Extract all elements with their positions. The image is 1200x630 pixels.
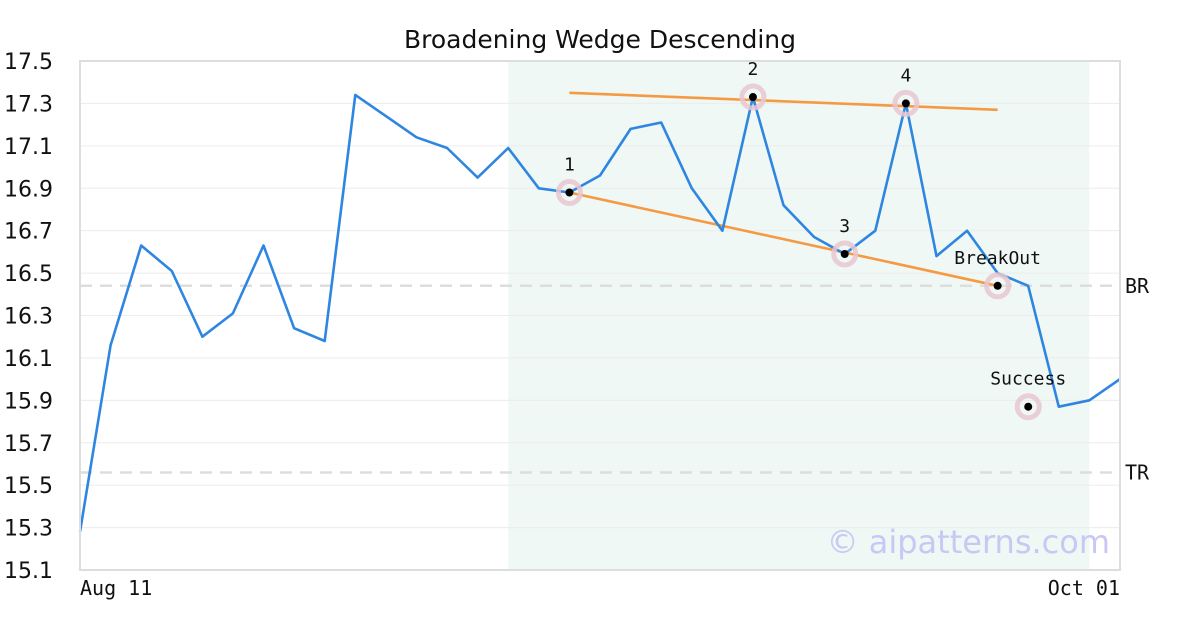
pivot-ring-success <box>1014 393 1042 421</box>
y-tick-label: 15.7 <box>4 432 53 457</box>
y-tick-label: 16.9 <box>4 177 53 202</box>
pivot-dot-2 <box>748 93 757 102</box>
pivot-label-1: 1 <box>564 154 575 175</box>
y-tick-label: 15.1 <box>4 559 53 584</box>
watermark-text: © aipatterns.com <box>827 523 1110 561</box>
x-tick-label: Oct 01 <box>1048 576 1120 600</box>
pivot-label-breakout: BreakOut <box>954 248 1041 269</box>
price-series-line <box>78 93 1121 533</box>
y-tick-label: 15.3 <box>4 517 53 542</box>
trendlines <box>569 91 998 288</box>
y-tick-label: 16.1 <box>4 347 53 372</box>
plot-frame <box>79 60 1121 571</box>
pivot-dot-success <box>1024 402 1033 411</box>
y-tick-label: 15.5 <box>4 474 53 499</box>
y-tick-label: 16.7 <box>4 220 53 245</box>
y-tick-label: 17.5 <box>4 50 53 75</box>
pivot-markers: 1 2 3 4 BreakOut Success <box>555 59 1066 421</box>
pivot-ring-4 <box>892 89 920 117</box>
pivot-label-3: 3 <box>839 216 850 237</box>
trendline-lower <box>569 191 998 288</box>
y-tick-label: 17.1 <box>4 135 53 160</box>
pivot-ring-1 <box>555 178 583 206</box>
y-tick-label: 16.5 <box>4 262 53 287</box>
reference-label-br: BR <box>1125 274 1150 298</box>
pivot-label-4: 4 <box>900 65 911 86</box>
pivot-label-success: Success <box>990 369 1066 390</box>
pivot-ring-breakout <box>984 272 1012 300</box>
pivot-label-2: 2 <box>748 59 759 80</box>
reference-lines: BR TR <box>80 274 1150 484</box>
y-tick-label: 15.9 <box>4 389 53 414</box>
x-axis-ticks: Aug 11 Oct 01 <box>80 576 1120 600</box>
trendline-upper <box>569 91 998 112</box>
chart-title: Broadening Wedge Descending <box>404 25 796 54</box>
pivot-ring-2 <box>739 83 767 111</box>
pivot-dot-3 <box>840 249 849 258</box>
x-tick-label: Aug 11 <box>80 576 152 600</box>
pivot-dot-1 <box>565 188 574 197</box>
pivot-dot-breakout <box>993 281 1002 290</box>
reference-label-tr: TR <box>1125 460 1150 484</box>
pivot-ring-3 <box>831 240 859 268</box>
y-tick-label: 17.3 <box>4 92 53 117</box>
pivot-dot-4 <box>901 99 910 108</box>
y-tick-label: 16.3 <box>4 305 53 330</box>
y-axis-ticks: 15.1 15.3 15.5 15.7 15.9 16.1 16.3 16.5 16.7 16.9… <box>4 50 53 584</box>
